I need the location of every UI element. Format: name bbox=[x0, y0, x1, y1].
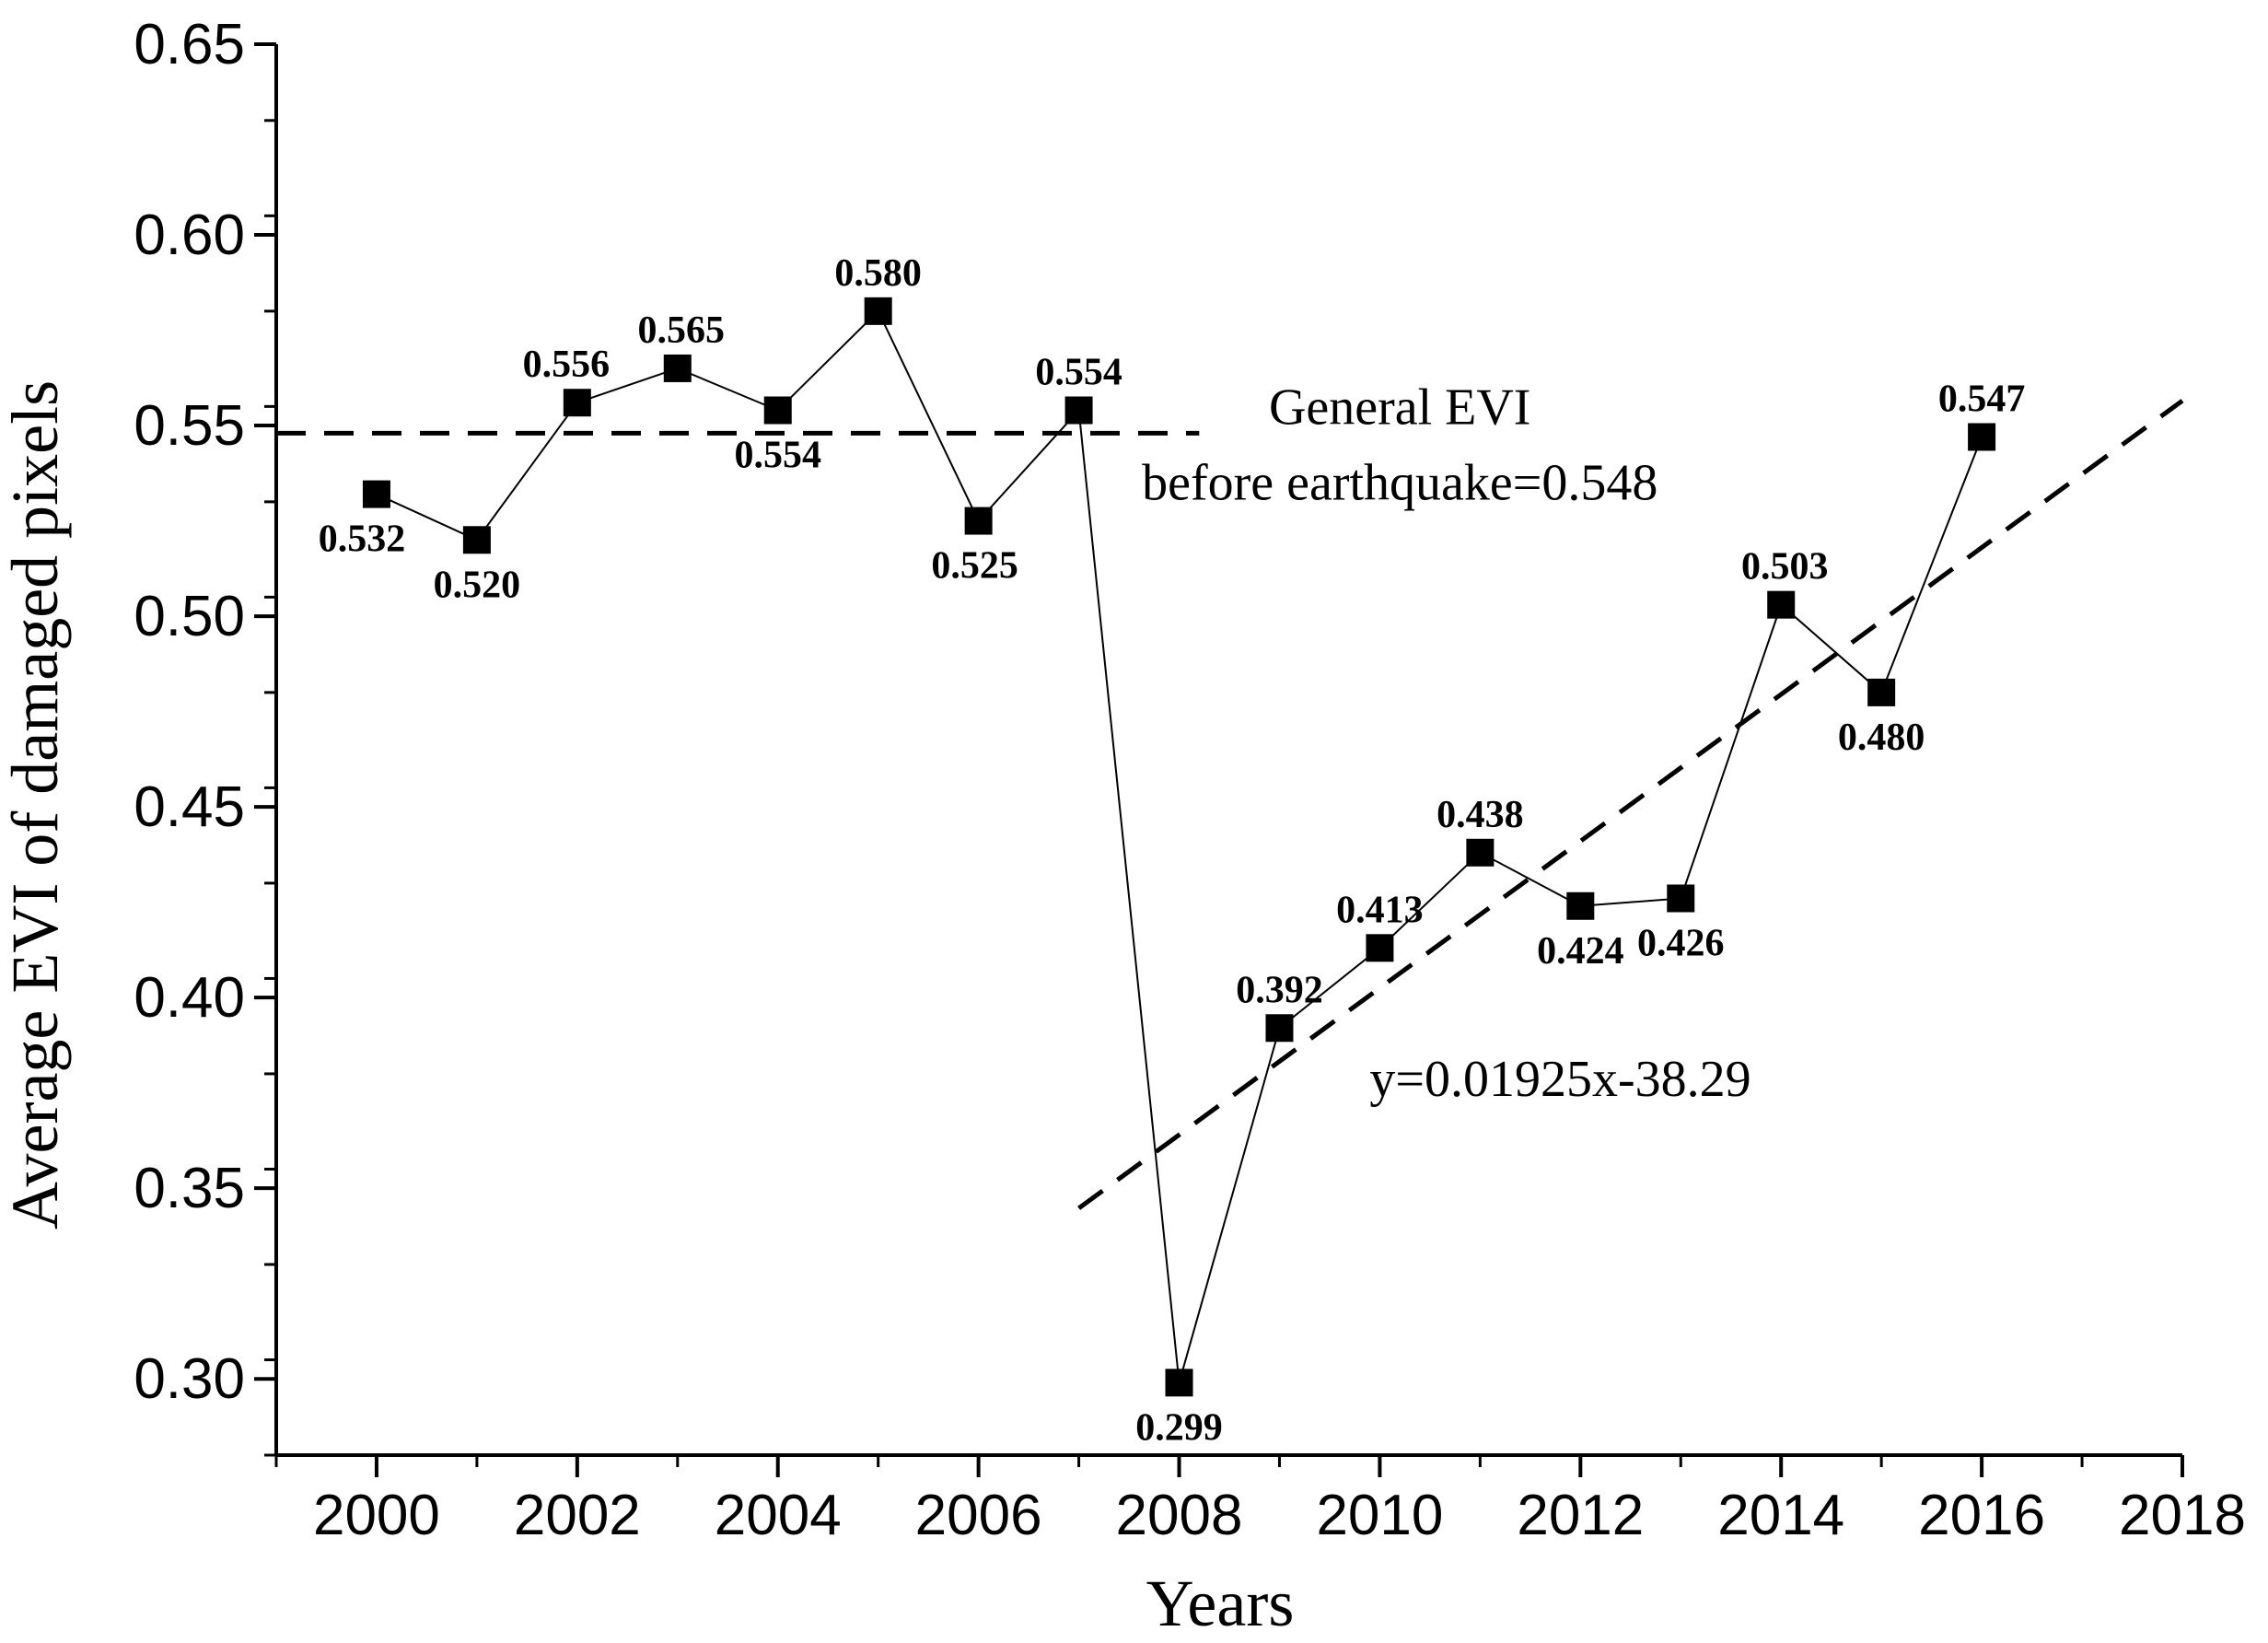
data-value-label: 0.547 bbox=[1938, 378, 2026, 420]
x-axis-title: Years bbox=[1146, 1567, 1295, 1640]
x-tick-label: 2008 bbox=[1116, 1484, 1243, 1547]
data-point-marker bbox=[1165, 1369, 1193, 1397]
y-tick-label: 0.45 bbox=[134, 775, 245, 839]
x-tick-label: 2016 bbox=[1918, 1484, 2045, 1547]
data-value-label: 0.413 bbox=[1336, 889, 1424, 931]
data-value-label: 0.424 bbox=[1537, 930, 1624, 973]
trend-equation-label: y=0.01925x-38.29 bbox=[1369, 1051, 1750, 1108]
x-tick-label: 2000 bbox=[313, 1484, 440, 1547]
data-value-label: 0.438 bbox=[1436, 794, 1524, 836]
data-value-label: 0.554 bbox=[734, 434, 821, 476]
data-value-label: 0.580 bbox=[834, 252, 922, 295]
data-point-marker bbox=[964, 507, 993, 535]
data-point-marker bbox=[1968, 423, 1996, 451]
data-point-marker bbox=[864, 297, 892, 325]
y-tick-label: 0.65 bbox=[134, 13, 245, 76]
data-point-marker bbox=[1566, 891, 1595, 920]
data-point-marker bbox=[1366, 934, 1394, 962]
data-series: 0.532 0.520 0.556 0.565 0.554 0.580 0.525 0.554… bbox=[319, 252, 2026, 1449]
data-point-marker bbox=[1265, 1014, 1294, 1043]
data-point-marker bbox=[763, 396, 792, 425]
x-tick-label: 2002 bbox=[514, 1484, 641, 1547]
data-point-marker bbox=[1064, 396, 1093, 425]
general-evi-value-label: before earthquake=0.548 bbox=[1142, 454, 1657, 511]
x-tick-label: 2006 bbox=[915, 1484, 1042, 1547]
data-point-marker bbox=[362, 480, 390, 508]
data-value-label: 0.426 bbox=[1637, 922, 1725, 964]
data-point-marker bbox=[1767, 590, 1796, 619]
y-axis-title: Average EVI of damaged pixels bbox=[0, 380, 72, 1229]
x-tick-label: 2010 bbox=[1316, 1484, 1443, 1547]
data-value-label: 0.299 bbox=[1135, 1406, 1223, 1449]
x-tick-label: 2004 bbox=[715, 1484, 842, 1547]
y-tick-label: 0.60 bbox=[134, 204, 245, 267]
data-point-marker bbox=[1867, 678, 1896, 706]
data-value-label: 0.525 bbox=[931, 545, 1018, 588]
y-tick-label: 0.35 bbox=[134, 1157, 245, 1220]
axes bbox=[274, 44, 2182, 1457]
x-tick-label: 2018 bbox=[2119, 1484, 2246, 1547]
data-value-label: 0.392 bbox=[1236, 969, 1323, 1011]
trend-line bbox=[1077, 399, 2184, 1210]
data-point-marker bbox=[1667, 884, 1695, 913]
general-evi-label: General EVI bbox=[1269, 379, 1531, 436]
data-value-label: 0.520 bbox=[434, 564, 521, 606]
data-value-label: 0.554 bbox=[1035, 351, 1122, 393]
data-point-marker bbox=[663, 354, 692, 382]
y-tick-label: 0.50 bbox=[134, 585, 245, 648]
reference-lines bbox=[276, 399, 2184, 1210]
data-value-label: 0.480 bbox=[1838, 717, 1925, 759]
data-value-label: 0.565 bbox=[638, 309, 726, 352]
data-point-marker bbox=[1466, 838, 1495, 867]
x-tick-label: 2014 bbox=[1717, 1484, 1844, 1547]
data-value-label: 0.503 bbox=[1741, 546, 1829, 588]
x-tick-label: 2012 bbox=[1517, 1484, 1644, 1547]
data-value-label: 0.556 bbox=[523, 344, 611, 386]
y-tick-label: 0.30 bbox=[134, 1347, 245, 1411]
data-point-marker bbox=[462, 526, 491, 554]
data-value-label: 0.532 bbox=[319, 519, 406, 561]
ticks: 0.30 0.35 0.40 0.45 0.50 0.55 0.60 0.65 2000 2002… bbox=[134, 13, 2246, 1547]
data-point-marker bbox=[563, 389, 591, 417]
y-tick-label: 0.55 bbox=[134, 394, 245, 458]
y-tick-label: 0.40 bbox=[134, 966, 245, 1030]
